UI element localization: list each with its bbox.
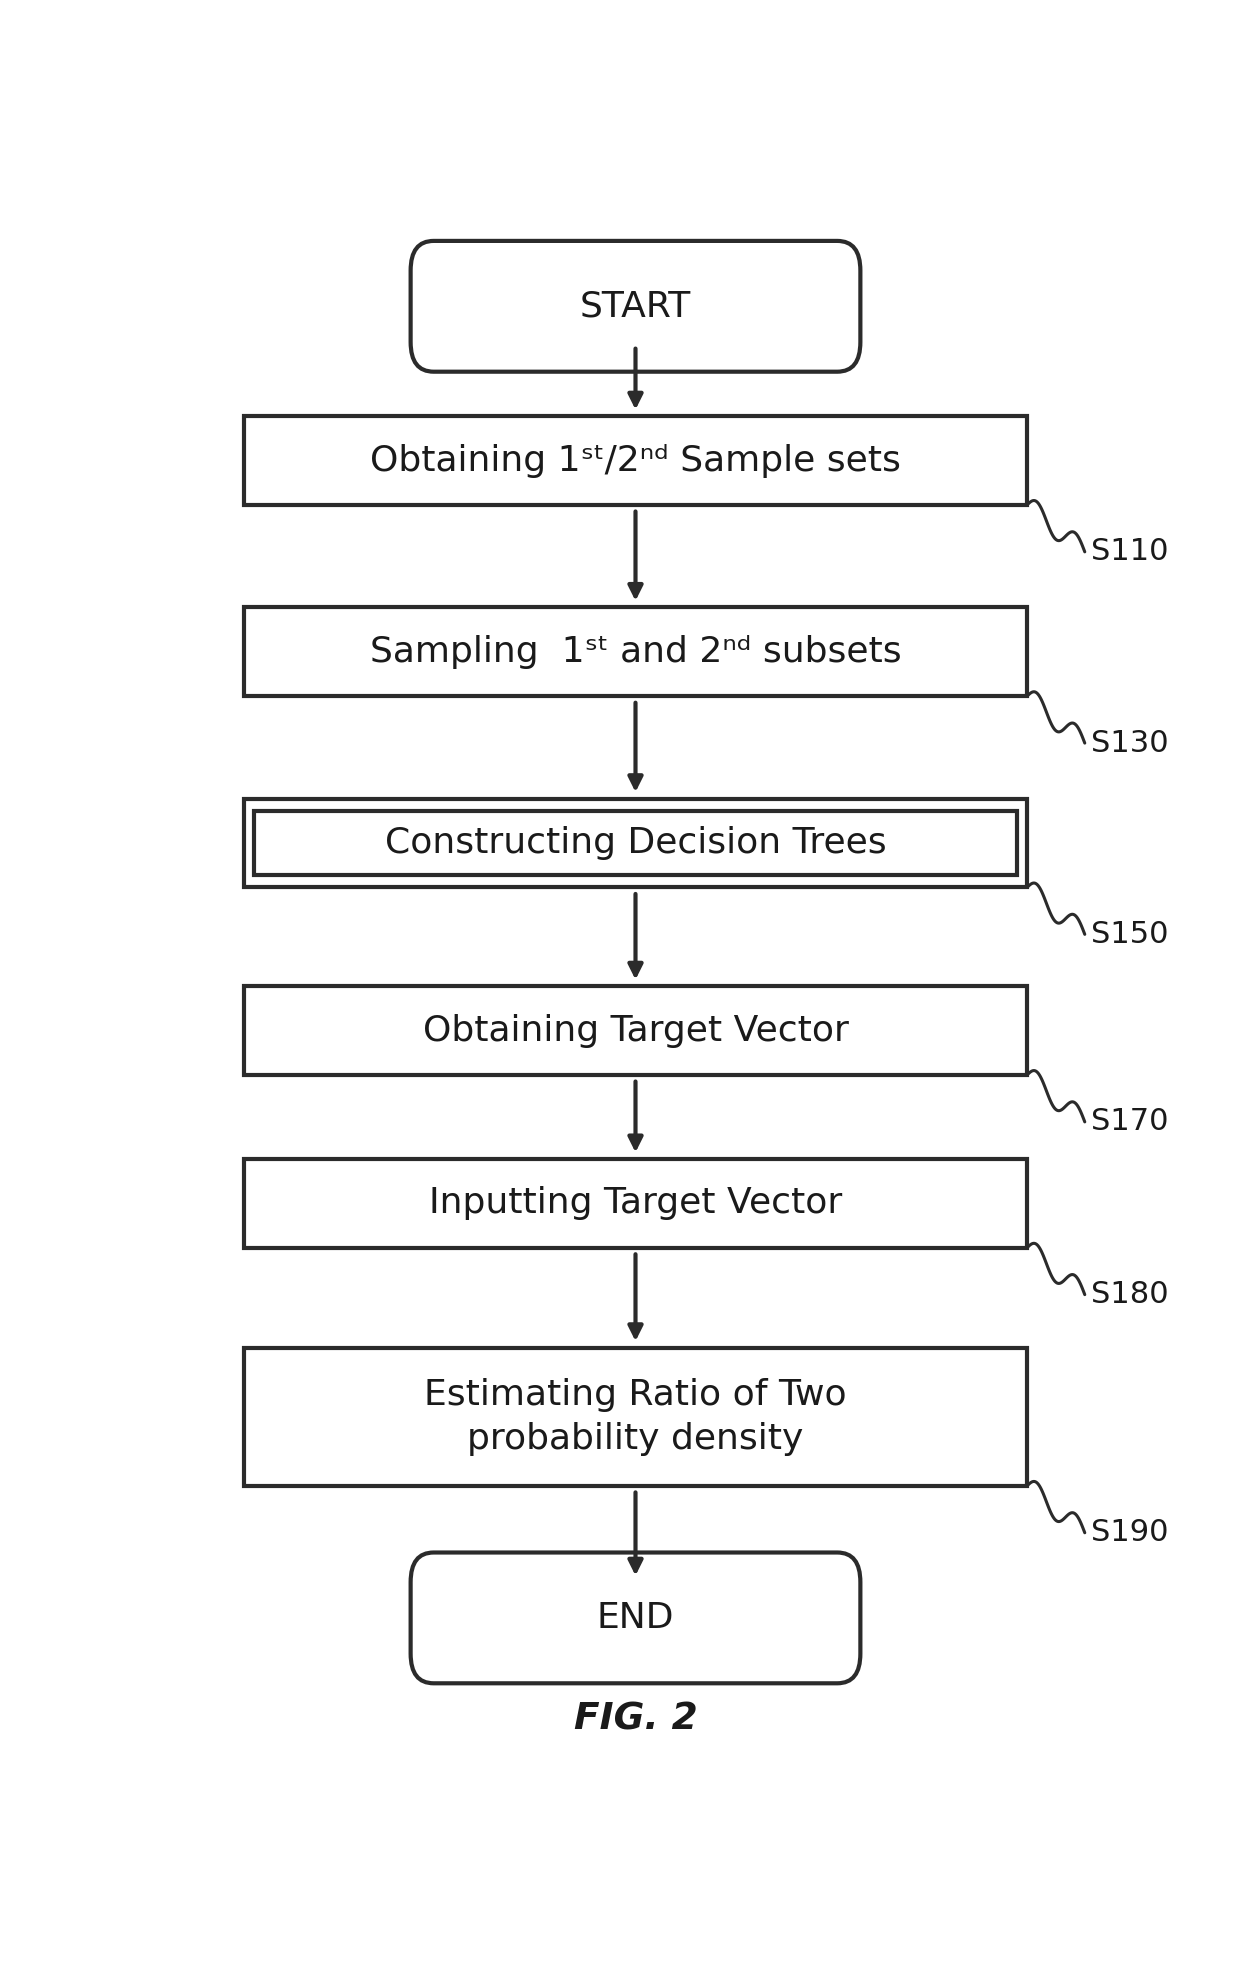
FancyBboxPatch shape	[410, 1552, 861, 1683]
Text: FIG. 2: FIG. 2	[574, 1701, 697, 1737]
Text: Estimating Ratio of Two
probability density: Estimating Ratio of Two probability dens…	[424, 1379, 847, 1456]
Bar	[244, 986, 1027, 1075]
Text: Constructing Decision Trees: Constructing Decision Trees	[384, 827, 887, 860]
Text: END: END	[596, 1602, 675, 1635]
Text: Inputting Target Vector: Inputting Target Vector	[429, 1186, 842, 1220]
Text: S180: S180	[1090, 1280, 1168, 1309]
Text: Obtaining Target Vector: Obtaining Target Vector	[423, 1013, 848, 1047]
Text: Sampling  1ˢᵗ and 2ⁿᵈ subsets: Sampling 1ˢᵗ and 2ⁿᵈ subsets	[370, 634, 901, 670]
Bar	[244, 1158, 1027, 1248]
Text: START: START	[580, 290, 691, 324]
Bar	[244, 799, 1027, 888]
Text: S130: S130	[1090, 729, 1168, 757]
Text: S110: S110	[1090, 536, 1168, 566]
Bar	[244, 608, 1027, 695]
Text: S170: S170	[1090, 1107, 1168, 1137]
Bar	[244, 1347, 1027, 1486]
Bar	[244, 415, 1027, 505]
Bar	[253, 811, 1018, 874]
FancyBboxPatch shape	[410, 240, 861, 372]
Text: S190: S190	[1090, 1518, 1168, 1548]
Text: S150: S150	[1090, 920, 1168, 950]
Text: Obtaining 1ˢᵗ/2ⁿᵈ Sample sets: Obtaining 1ˢᵗ/2ⁿᵈ Sample sets	[370, 443, 901, 477]
